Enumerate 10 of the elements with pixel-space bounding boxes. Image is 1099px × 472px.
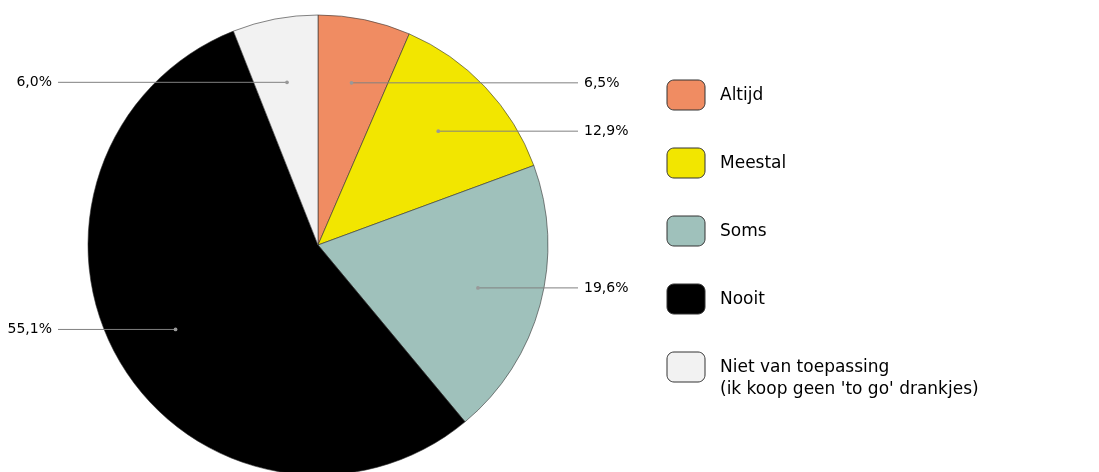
legend-label: Niet van toepassing (ik koop geen 'to go' drankjes) — [720, 356, 979, 398]
legend-label: Meestal — [720, 152, 787, 172]
data-label: 55,1% — [7, 320, 52, 337]
legend-label: Nooit — [720, 288, 766, 308]
legend-label: Soms — [720, 220, 767, 240]
legend-label: Altijd — [720, 84, 764, 104]
data-label: 19,6% — [584, 278, 629, 295]
data-label: 12,9% — [584, 122, 629, 139]
data-label: 6,0% — [16, 73, 52, 90]
data-label: 6,5% — [584, 73, 620, 90]
